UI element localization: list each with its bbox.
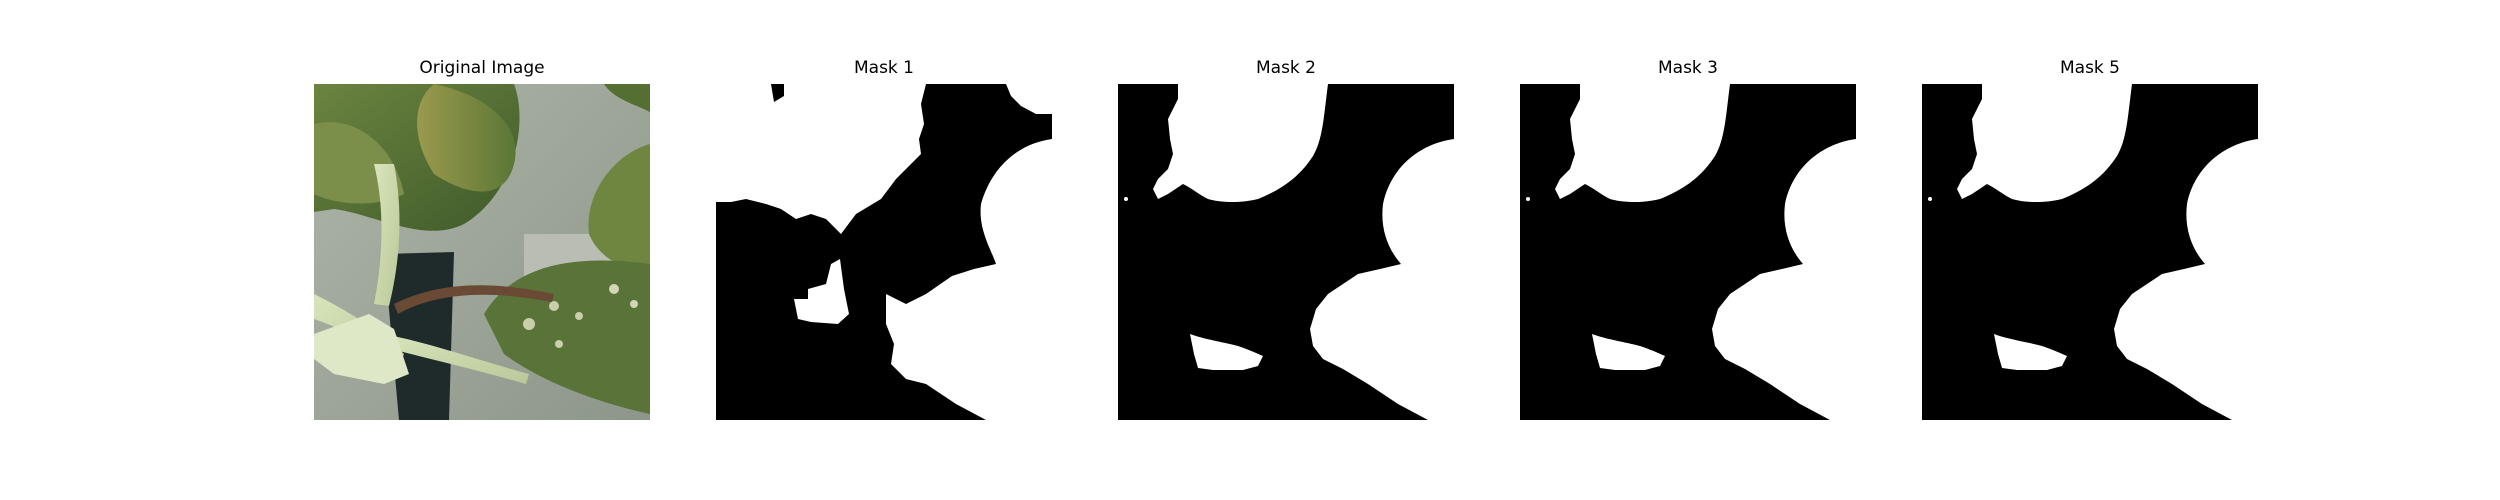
mask-5-image — [1922, 84, 2258, 420]
panel-title: Mask 2 — [1255, 58, 1316, 78]
mask-3-image — [1520, 84, 1856, 420]
mask-1-image — [716, 84, 1052, 420]
mask-2-image — [1118, 84, 1454, 420]
mask-3-panel: Mask 3 — [1520, 56, 1856, 420]
panel-title: Original Image — [419, 58, 545, 78]
panel-title: Mask 5 — [2059, 58, 2120, 78]
panel-title: Mask 1 — [853, 58, 914, 78]
mask-5-panel: Mask 5 — [1922, 56, 2258, 420]
original-image-panel: Original Image — [314, 56, 650, 420]
mask-1-panel: Mask 1 — [716, 56, 1052, 420]
panel-title: Mask 3 — [1657, 58, 1718, 78]
original-plant-photo — [314, 84, 650, 420]
mask-2-panel: Mask 2 — [1118, 56, 1454, 420]
